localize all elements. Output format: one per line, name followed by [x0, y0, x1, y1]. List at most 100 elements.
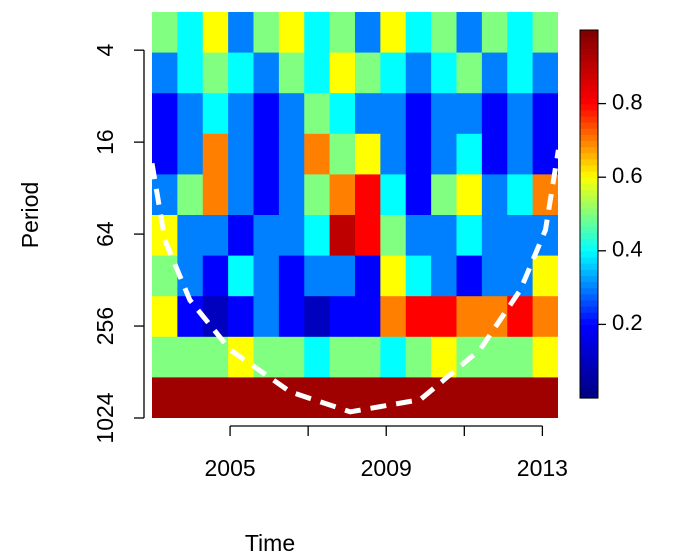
colorbar-segment	[580, 373, 598, 381]
heat-cell	[177, 336, 204, 378]
heat-cell	[405, 133, 432, 175]
colorbar-segment	[580, 336, 598, 344]
heat-cell	[532, 12, 558, 54]
heat-cell	[431, 52, 458, 94]
colorbar-segment	[580, 152, 598, 160]
colorbar-segment	[580, 226, 598, 233]
y-axis-label: Period	[17, 182, 43, 248]
heat-cell	[278, 296, 305, 338]
heat-cell	[228, 174, 255, 216]
heat-cell	[177, 52, 204, 94]
heat-cell	[202, 336, 229, 378]
heat-cell	[304, 52, 331, 94]
colorbar-segment	[580, 66, 598, 74]
heat-cell	[405, 174, 432, 216]
colorbar-segment	[580, 318, 598, 325]
heat-cell	[456, 296, 483, 338]
heat-cell	[278, 52, 305, 94]
colorbar-segment	[580, 91, 598, 99]
heat-cell	[532, 336, 558, 378]
heat-cell	[253, 255, 280, 297]
heat-cell	[152, 377, 178, 418]
heat-cell	[329, 133, 356, 175]
heat-cell	[507, 52, 534, 94]
heat-cell	[481, 215, 508, 257]
heat-cell	[304, 296, 331, 338]
heat-cell	[202, 377, 229, 418]
colorbar-frame	[579, 29, 599, 399]
heat-cell	[177, 133, 204, 175]
heat-cell	[532, 377, 558, 418]
colorbar-segment	[580, 60, 598, 68]
colorbar-segment	[580, 385, 598, 393]
heat-cell	[532, 52, 558, 94]
heat-cell	[431, 174, 458, 216]
colorbar-segment	[580, 391, 598, 399]
heat-cell	[380, 174, 407, 216]
heat-cell	[253, 12, 280, 54]
heat-cell	[507, 215, 534, 257]
heat-cell	[152, 52, 178, 94]
heat-cell	[152, 255, 178, 297]
colorbar-segment	[580, 238, 598, 246]
colorbar-segment	[580, 140, 598, 148]
colorbar-segment	[580, 97, 598, 105]
colorbar-segment	[580, 103, 598, 111]
colorbar-segment	[580, 122, 598, 129]
heat-cell	[507, 12, 534, 54]
heat-cell	[253, 174, 280, 216]
colorbar-segment	[580, 72, 598, 80]
heat-cell	[456, 377, 483, 418]
heat-cell	[431, 215, 458, 257]
heat-cell	[431, 12, 458, 54]
heat-cell	[355, 52, 381, 94]
heat-cell	[152, 12, 178, 54]
cone-of-influence	[152, 149, 558, 415]
heat-cell	[228, 12, 255, 54]
heat-cell	[202, 255, 229, 297]
colorbar-segment	[580, 128, 598, 135]
heat-cell	[304, 133, 331, 175]
heat-cell	[481, 255, 508, 297]
heat-cell	[304, 93, 331, 135]
heat-cell	[380, 377, 407, 418]
colorbar-segment	[580, 367, 598, 375]
x-axis-label: Time	[245, 530, 295, 556]
colorbar-segment	[580, 109, 598, 117]
heat-cell	[355, 336, 381, 378]
heat-cell	[152, 215, 178, 257]
heat-cell	[481, 174, 508, 216]
heat-cell	[456, 52, 483, 94]
heat-cell	[380, 133, 407, 175]
colorbar-segment	[580, 269, 598, 276]
colorbar-segment	[580, 177, 598, 184]
colorbar-segment	[580, 115, 598, 123]
heat-cell	[278, 12, 305, 54]
colorbar-segment	[580, 220, 598, 227]
colorbar-segment	[580, 79, 598, 86]
plot-area	[152, 12, 558, 418]
colorbar-segment	[580, 195, 598, 203]
heat-cell	[380, 336, 407, 378]
heat-cell	[507, 377, 534, 418]
heat-cell	[202, 215, 229, 257]
heat-cell	[355, 174, 381, 216]
heat-cell	[507, 93, 534, 135]
heat-cell	[481, 52, 508, 94]
heat-cell	[228, 52, 255, 94]
heat-cell	[405, 377, 432, 418]
heat-cell	[380, 215, 407, 257]
heat-cell	[329, 296, 356, 338]
colorbar-segment	[580, 201, 598, 209]
colorbar-segment	[580, 342, 598, 350]
heat-cell	[355, 12, 381, 54]
heat-cell	[380, 296, 407, 338]
heat-cell	[405, 93, 432, 135]
heat-cell	[507, 255, 534, 297]
colorbar-segment	[580, 361, 598, 368]
colorbar-segment	[580, 189, 598, 197]
heat-cell	[456, 93, 483, 135]
heat-cell	[304, 12, 331, 54]
heat-cell	[355, 215, 381, 257]
